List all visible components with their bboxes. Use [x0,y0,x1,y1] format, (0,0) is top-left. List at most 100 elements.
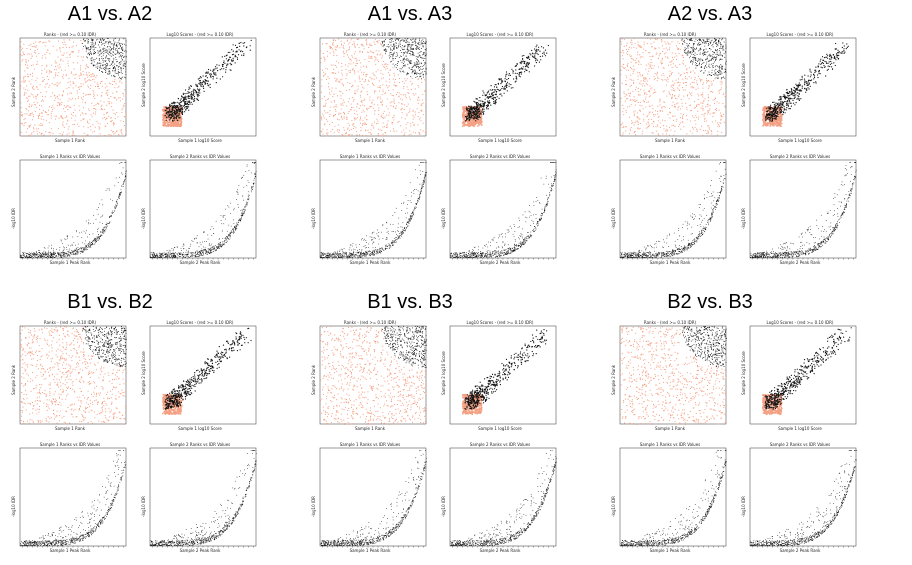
black-point [420,75,422,77]
red-point [52,109,53,111]
red-point [64,111,66,113]
black-point [416,67,417,68]
idr-point [248,197,250,199]
black-point [180,104,182,106]
red-point [66,115,68,117]
red-point [85,74,87,76]
red-point [82,135,84,137]
idr-point [99,238,100,239]
idr-point [198,246,200,248]
red-point [391,123,393,125]
red-point [419,133,420,135]
idr-point [169,257,171,258]
idr-point [77,252,78,253]
idr-point [221,245,223,247]
red-point [49,106,51,108]
idr-point [220,244,221,246]
red-point [44,111,46,113]
idr-point [55,255,57,256]
black-point [179,108,181,110]
idr-point [60,253,62,254]
idr-point [98,236,100,237]
red-point [20,76,21,78]
red-point [62,77,64,79]
red-point [411,82,413,84]
black-point [182,96,184,99]
black-point [110,53,112,54]
red-point [326,135,328,137]
red-point [379,85,381,87]
red-point [368,57,370,59]
idr-point [211,251,213,253]
red-point [328,98,329,100]
red-point [330,46,332,48]
red-point [350,63,352,65]
idr-point [31,254,33,256]
idr-point [108,223,109,224]
black-point [209,83,211,85]
red-point [410,89,412,90]
black-point [112,51,114,53]
black-point [101,68,103,69]
red-point [25,97,27,99]
idr-point [61,255,62,257]
idr-point [161,256,162,258]
black-point [181,113,183,115]
black-point [415,41,416,43]
black-point [403,40,405,41]
red-point [352,62,354,64]
red-point [373,52,375,54]
black-point [103,47,104,49]
red-point [124,103,126,105]
idr-point [68,253,69,255]
idr-point [89,244,91,245]
red-point [340,91,342,93]
black-point [190,92,193,94]
red-point [463,122,466,125]
idr-point [186,255,188,257]
red-point [322,53,324,54]
red-point [341,116,342,118]
red-point [55,75,56,77]
idr-point [118,196,120,198]
red-point [177,123,180,125]
red-point [46,64,48,66]
black-point [250,39,252,41]
idr-point [154,256,156,258]
idr-point [86,246,88,248]
idr-point [22,256,24,258]
red-point [87,121,88,123]
red-point [101,94,103,96]
idr-point [89,246,91,247]
black-point [402,58,404,60]
idr-point [28,253,30,255]
black-point [171,110,173,112]
red-point [33,43,35,44]
black-point [421,48,422,49]
black-point [402,65,404,67]
red-point [165,125,168,127]
red-point [411,84,413,86]
idr-point [124,176,126,178]
idr-point [52,254,54,256]
red-point [384,116,386,118]
red-point [28,135,30,137]
red-point [376,40,378,42]
idr-point [119,198,120,199]
red-point [49,69,51,71]
red-point [80,72,82,74]
red-point [356,59,358,61]
black-point [414,38,416,40]
red-point [96,94,98,96]
black-point [120,78,122,80]
red-point [23,122,25,124]
idr-point [153,254,154,256]
y-axis-label: -log10 IDR [141,208,146,229]
idr-point [61,256,63,258]
black-point [179,104,181,106]
red-point [71,134,73,136]
red-point [360,116,361,118]
red-point [327,76,329,78]
black-point [410,46,412,48]
black-point [85,46,87,48]
